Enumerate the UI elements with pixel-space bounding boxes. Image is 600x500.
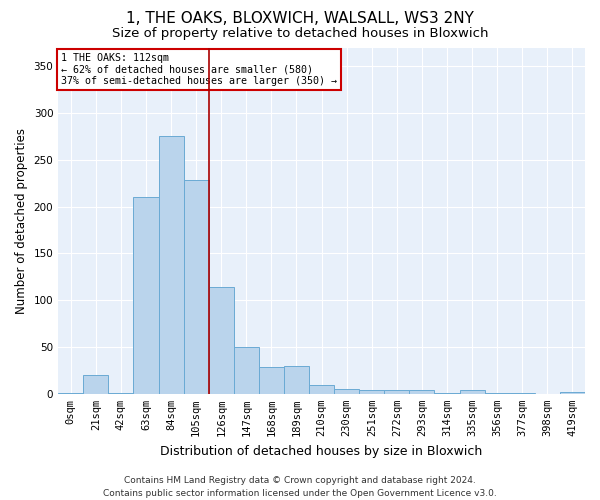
Bar	[83, 375, 109, 394]
Text: 1 THE OAKS: 112sqm
← 62% of detached houses are smaller (580)
37% of semi-detach: 1 THE OAKS: 112sqm ← 62% of detached hou…	[61, 52, 337, 86]
Bar	[385, 390, 409, 394]
Bar	[409, 390, 434, 394]
Bar	[284, 366, 309, 394]
Bar	[158, 136, 184, 394]
Bar	[334, 389, 359, 394]
Bar	[209, 287, 234, 394]
Bar	[109, 393, 133, 394]
Bar	[259, 366, 284, 394]
Bar	[234, 347, 259, 394]
Text: 1, THE OAKS, BLOXWICH, WALSALL, WS3 2NY: 1, THE OAKS, BLOXWICH, WALSALL, WS3 2NY	[126, 11, 474, 26]
Text: Size of property relative to detached houses in Bloxwich: Size of property relative to detached ho…	[112, 28, 488, 40]
Bar	[58, 393, 83, 394]
Bar	[309, 386, 334, 394]
Bar	[485, 393, 510, 394]
Text: Contains HM Land Registry data © Crown copyright and database right 2024.
Contai: Contains HM Land Registry data © Crown c…	[103, 476, 497, 498]
Bar	[184, 180, 209, 394]
X-axis label: Distribution of detached houses by size in Bloxwich: Distribution of detached houses by size …	[160, 444, 483, 458]
Bar	[460, 390, 485, 394]
Bar	[510, 393, 535, 394]
Bar	[359, 390, 385, 394]
Y-axis label: Number of detached properties: Number of detached properties	[15, 128, 28, 314]
Bar	[560, 392, 585, 394]
Bar	[434, 393, 460, 394]
Bar	[133, 198, 158, 394]
